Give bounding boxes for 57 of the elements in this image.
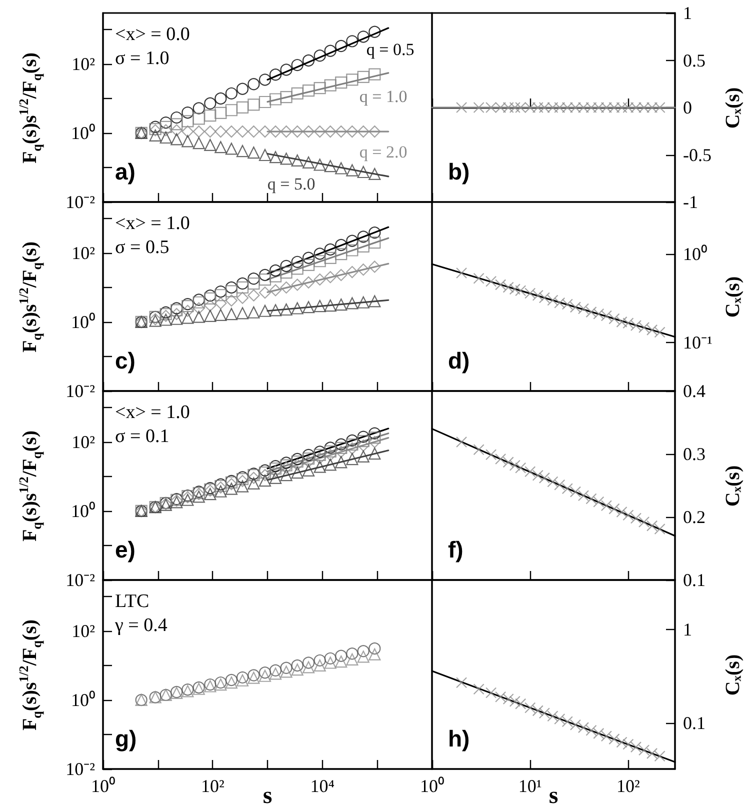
y-tick-label: -1 <box>683 192 698 212</box>
series-label: q = 5.0 <box>267 174 316 194</box>
y-tick-label: 0.2 <box>683 507 706 527</box>
y-tick-label: 10⁰ <box>71 690 95 710</box>
annotation: a) <box>115 158 136 184</box>
y-tick-label: 10⁻² <box>66 759 95 779</box>
annotation: σ = 1.0 <box>115 48 170 69</box>
y-axis-title: Cₓ(s) <box>722 276 744 318</box>
y-tick-label: 0.5 <box>683 50 706 70</box>
x-tick-label: 10² <box>200 776 224 796</box>
y-tick-label: 10⁻² <box>66 381 95 401</box>
y-tick-label: 0.3 <box>683 444 706 464</box>
annotation: <x> = 1.0 <box>115 213 190 234</box>
x-tick-label: 10¹ <box>518 776 542 796</box>
x-axis-title: s <box>548 783 558 809</box>
y-tick-label: 10⁰ <box>71 122 95 143</box>
y-tick-label: 10² <box>72 242 95 263</box>
x-tick-label: 10⁰ <box>420 776 444 796</box>
annotation: e) <box>115 536 136 562</box>
y-tick-label: 10⁰ <box>683 244 707 264</box>
y-tick-label: 0.1 <box>683 712 706 733</box>
x-axis-title: s <box>262 783 272 809</box>
y-tick-label: 10⁰ <box>71 312 95 332</box>
annotation: h) <box>448 726 470 752</box>
y-tick-label: 10⁻¹ <box>683 332 712 352</box>
x-tick-label: 10⁴ <box>310 776 334 796</box>
y-axis-title: Cₓ(s) <box>722 464 744 506</box>
y-tick-label: 10² <box>72 54 95 74</box>
series-label: q = 1.0 <box>359 86 408 106</box>
y-tick-label: 1 <box>683 3 692 23</box>
y-axis-title: Cₓ(s) <box>722 86 744 128</box>
y-tick-label: 10⁰ <box>71 500 95 521</box>
annotation: <x> = 1.0 <box>115 402 190 423</box>
x-tick-label: 10⁰ <box>91 776 115 796</box>
y-tick-label: 10⁻² <box>66 570 95 590</box>
annotation: d) <box>448 348 470 374</box>
series-label: q = 2.0 <box>359 142 408 162</box>
annotation: f) <box>448 536 464 562</box>
y-axis-title: Cₓ(s) <box>722 654 744 696</box>
y-tick-label: 10² <box>72 620 95 641</box>
y-tick-label: -0.5 <box>683 144 712 165</box>
y-tick-label: 1 <box>683 620 692 640</box>
y-tick-label: 0.4 <box>683 381 706 401</box>
annotation: c) <box>115 348 136 374</box>
y-tick-label: 0.1 <box>683 570 706 590</box>
y-tick-label: 0 <box>683 98 692 118</box>
annotation: <x> = 0.0 <box>115 24 190 45</box>
series-label: q = 0.5 <box>366 40 414 60</box>
annotation: b) <box>448 158 470 184</box>
annotation: g) <box>115 726 137 752</box>
y-tick-label: 10⁻² <box>66 192 95 212</box>
annotation: γ = 0.4 <box>114 615 168 636</box>
annotation: σ = 0.1 <box>115 426 170 447</box>
x-tick-label: 10² <box>616 776 640 796</box>
y-tick-label: 10² <box>72 432 95 452</box>
annotation: LTC <box>115 591 150 612</box>
annotation: σ = 0.5 <box>115 237 170 258</box>
